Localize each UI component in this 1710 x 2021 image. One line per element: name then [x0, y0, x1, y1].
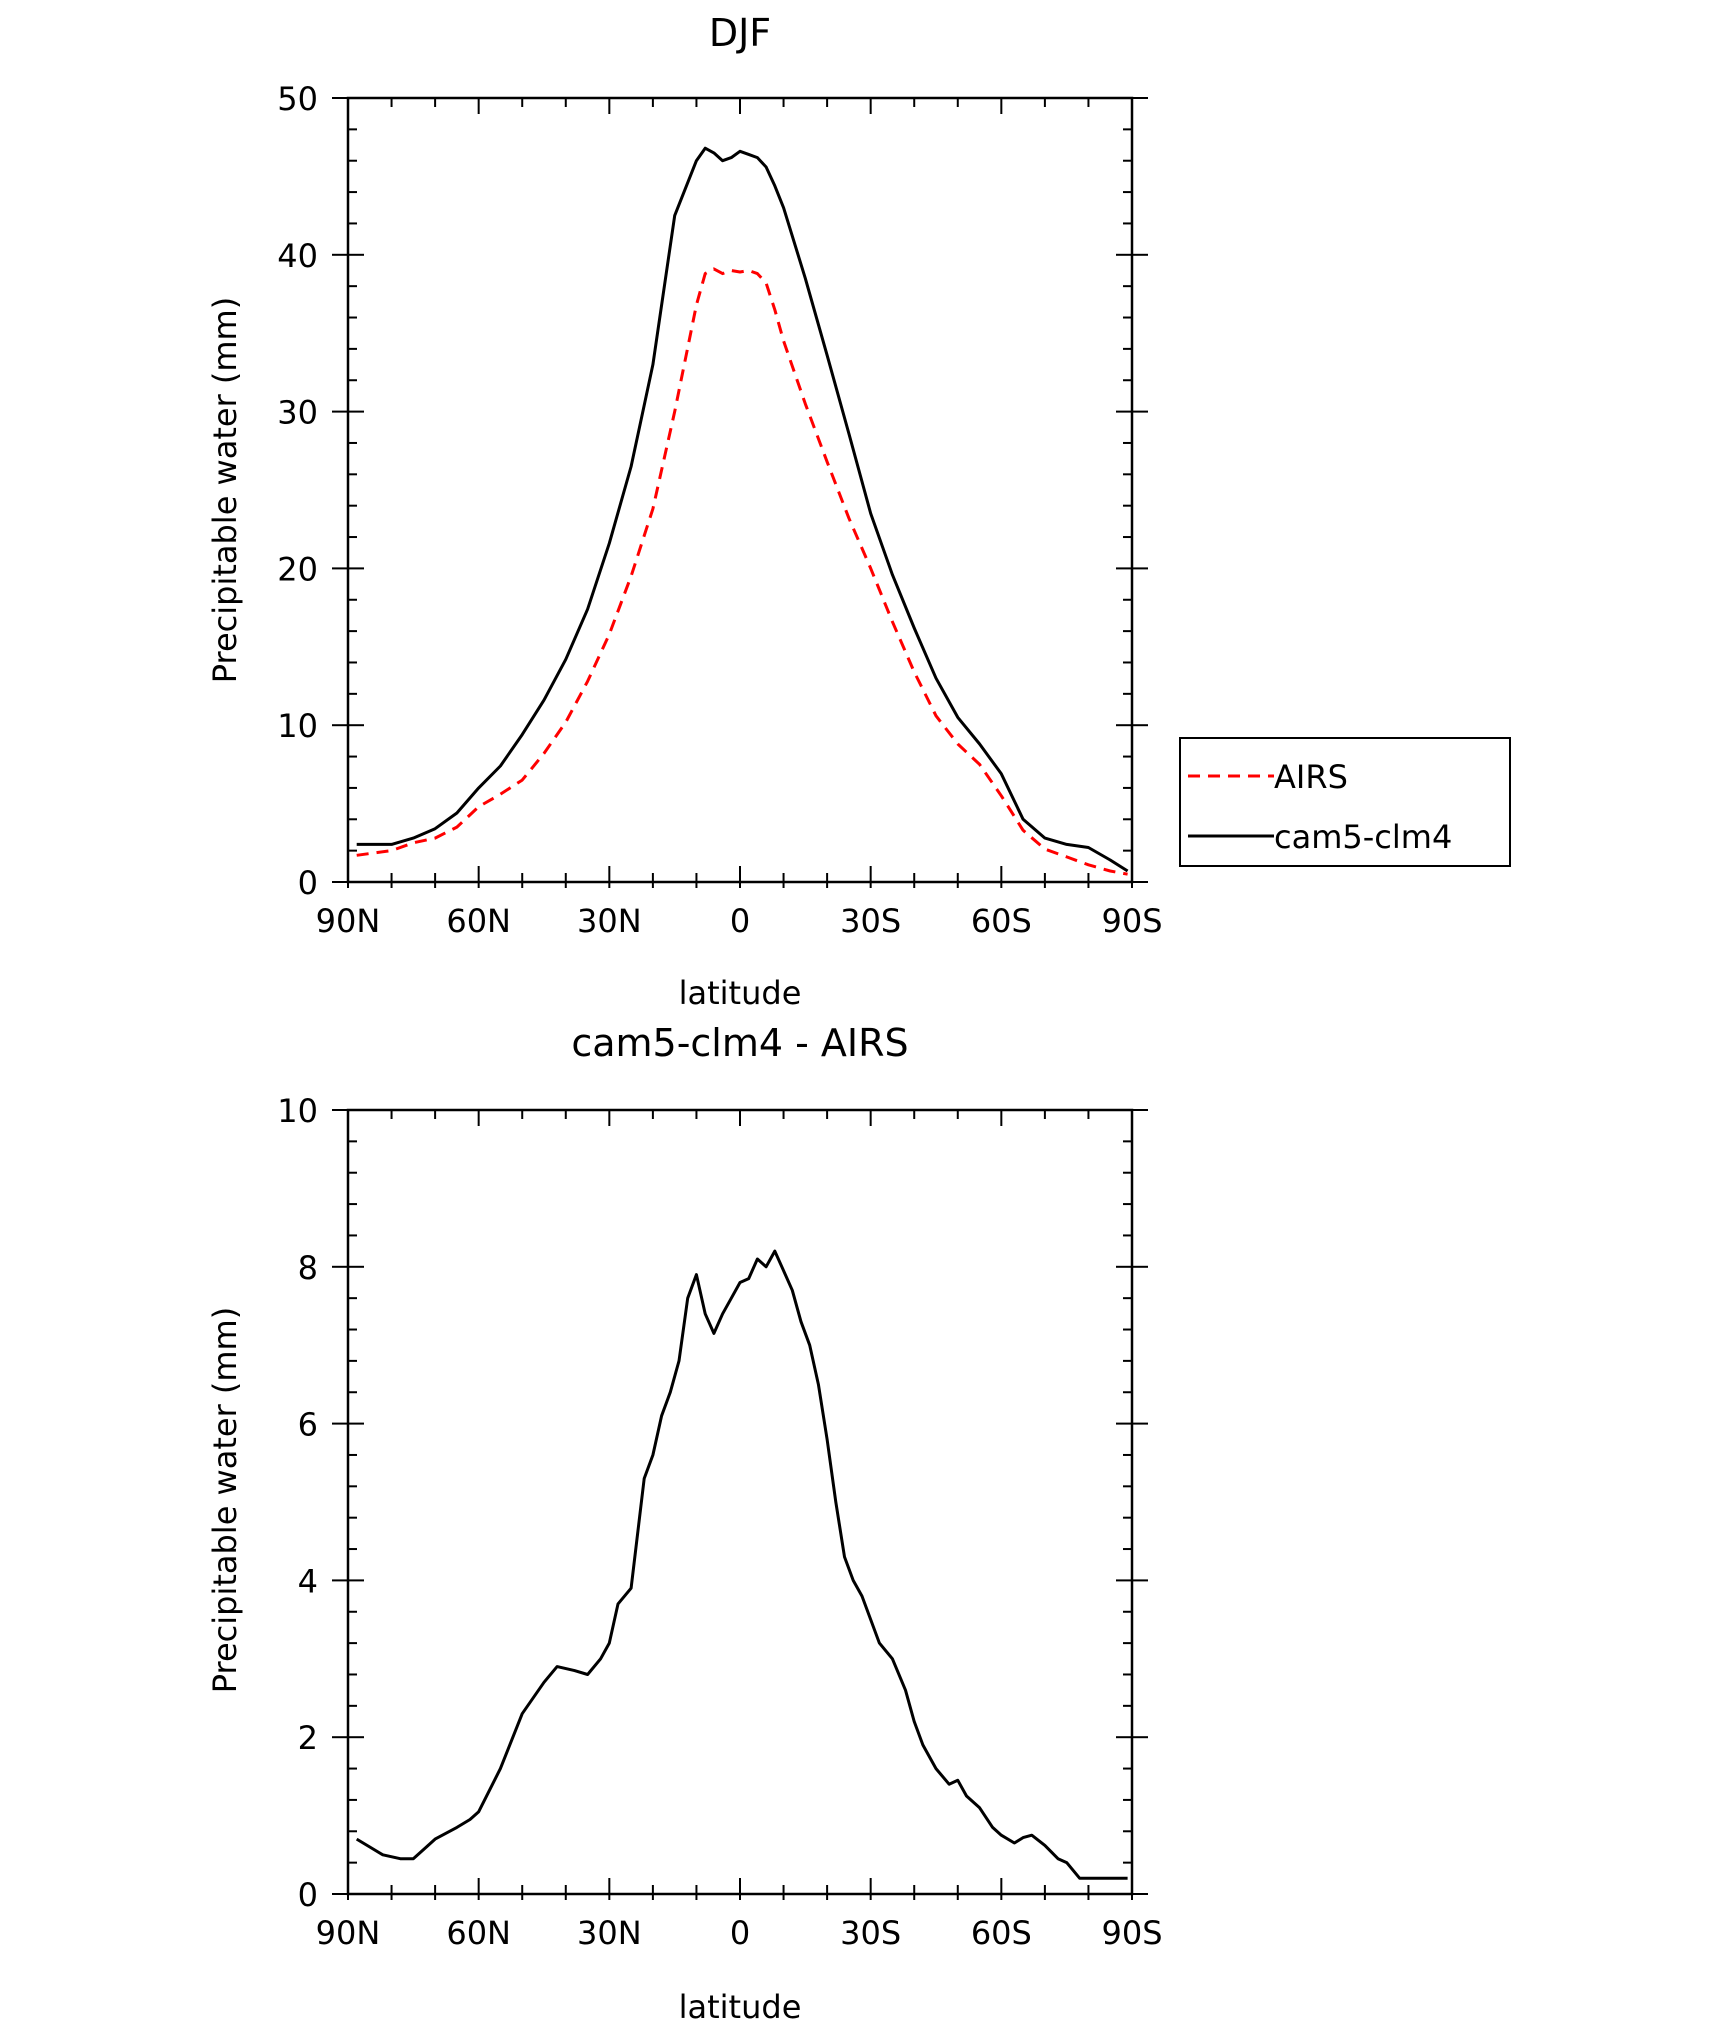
x-tick-label: 30S — [840, 1914, 901, 1952]
legend-label-cam5-clm4: cam5-clm4 — [1274, 818, 1452, 856]
y-tick-label: 10 — [277, 1092, 318, 1130]
y-tick-label: 0 — [298, 1876, 318, 1914]
series-line-airs — [356, 267, 1128, 876]
x-tick-label: 0 — [730, 902, 750, 940]
y-axis-label: Precipitable water (mm) — [206, 1307, 244, 1693]
top-chart-panel: DJF 90N 60N 30N 0 30S 60S 90S 0 10 20 30 40 50 Preci… — [206, 11, 1511, 1012]
y-tick-label: 0 — [298, 864, 318, 902]
y-tick-label: 2 — [298, 1719, 318, 1757]
x-tick-label: 90N — [316, 902, 381, 940]
y-tick-label: 40 — [277, 237, 318, 275]
y-tick-label: 20 — [277, 550, 318, 588]
series-line-cam5-clm4-airs — [355, 1249, 1128, 1880]
x-tick-label: 90S — [1101, 1914, 1162, 1952]
x-tick-label: 0 — [730, 1914, 750, 1952]
x-tick-label: 30N — [577, 1914, 642, 1952]
plot-frame — [346, 1108, 1134, 1896]
y-tick-label: 30 — [277, 394, 318, 432]
y-axis-label: Precipitable water (mm) — [206, 297, 244, 683]
y-tick-label: 10 — [277, 707, 318, 745]
x-tick-label: 60S — [971, 902, 1032, 940]
x-tick-label: 60N — [446, 902, 511, 940]
legend-frame — [1179, 737, 1511, 867]
series-line-cam5-clm4 — [356, 146, 1129, 873]
x-tick-label: 30S — [840, 902, 901, 940]
x-tick-label: 90S — [1101, 902, 1162, 940]
y-tick-label: 6 — [298, 1406, 318, 1444]
chart-title: cam5-clm4 - AIRS — [571, 1021, 908, 1065]
y-tick-label: 4 — [298, 1562, 318, 1600]
chart-title: DJF — [709, 11, 771, 55]
x-tick-label: 90N — [316, 1914, 381, 1952]
x-axis-label: latitude — [679, 974, 802, 1012]
y-tick-label: 50 — [277, 80, 318, 118]
x-tick-label: 60N — [446, 1914, 511, 1952]
legend: AIRS cam5-clm4 — [1179, 737, 1511, 867]
x-tick-label: 60S — [971, 1914, 1032, 1952]
x-tick-label: 30N — [577, 902, 642, 940]
y-tick-label: 8 — [298, 1249, 318, 1287]
bottom-chart-panel: cam5-clm4 - AIRS 90N 60N 30N 0 30S 60S 90S 0 2 4 6… — [206, 1021, 1163, 2021]
x-axis-label: latitude — [679, 1988, 802, 2021]
plot-frame — [346, 96, 1134, 884]
legend-label-airs: AIRS — [1274, 758, 1348, 796]
